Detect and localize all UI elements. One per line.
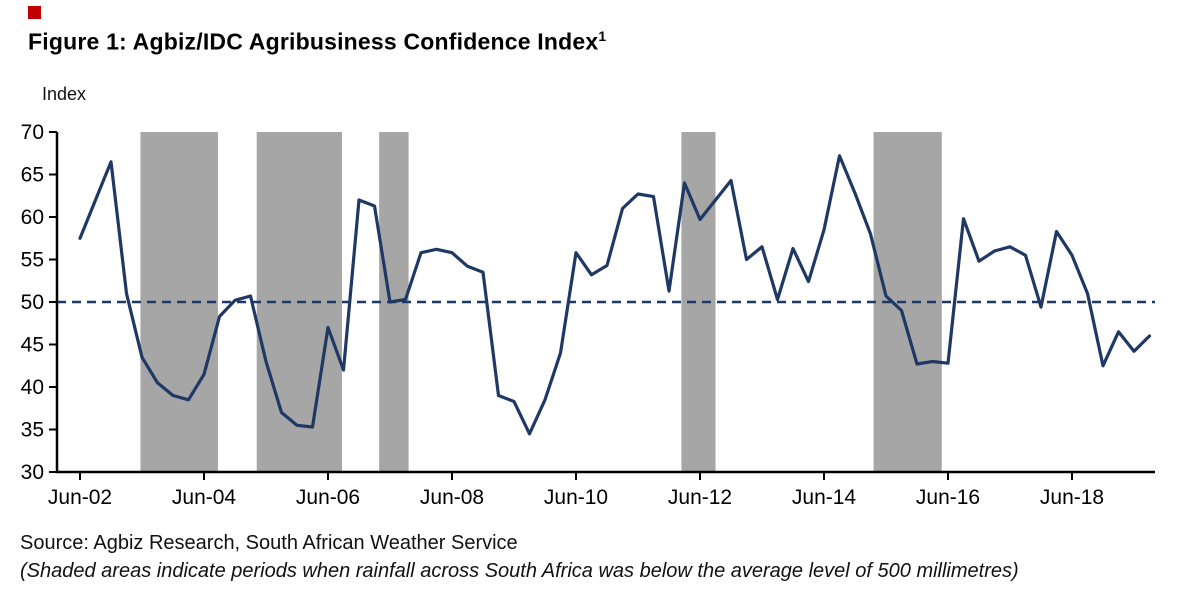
- y-tick-label: 55: [21, 249, 44, 272]
- x-tick-label: Jun-08: [420, 486, 484, 509]
- shaded-areas-note: (Shaded areas indicate periods when rain…: [20, 560, 1019, 582]
- x-tick-label: Jun-16: [916, 486, 980, 509]
- x-tick-label: Jun-06: [296, 486, 360, 509]
- x-tick-label: Jun-02: [48, 486, 112, 509]
- y-tick-label: 35: [21, 419, 44, 442]
- y-tick-label: 65: [21, 164, 44, 187]
- figure-title: Figure 1: Agbiz/IDC Agribusiness Confide…: [28, 28, 606, 56]
- x-tick-label: Jun-12: [668, 486, 732, 509]
- y-tick-label: 40: [21, 376, 44, 399]
- x-tick-label: Jun-18: [1040, 486, 1104, 509]
- figure-title-footnote-marker: 1: [598, 28, 607, 44]
- red-corner-mark: [28, 6, 41, 19]
- y-axis-title: Index: [42, 84, 87, 104]
- y-tick-label: 70: [21, 121, 44, 144]
- x-tick-label: Jun-04: [172, 486, 237, 509]
- x-tick-label: Jun-14: [792, 486, 857, 509]
- x-tick-label: Jun-10: [544, 486, 608, 509]
- y-tick-label: 45: [21, 334, 44, 357]
- source-text: Source: Agbiz Research, South African We…: [20, 532, 518, 554]
- y-tick-label: 60: [21, 206, 44, 229]
- figure-title-text: Figure 1: Agbiz/IDC Agribusiness Confide…: [28, 28, 599, 55]
- confidence-index-line: [78, 154, 1152, 436]
- y-tick-label: 50: [21, 291, 44, 314]
- y-tick-label: 30: [21, 461, 44, 484]
